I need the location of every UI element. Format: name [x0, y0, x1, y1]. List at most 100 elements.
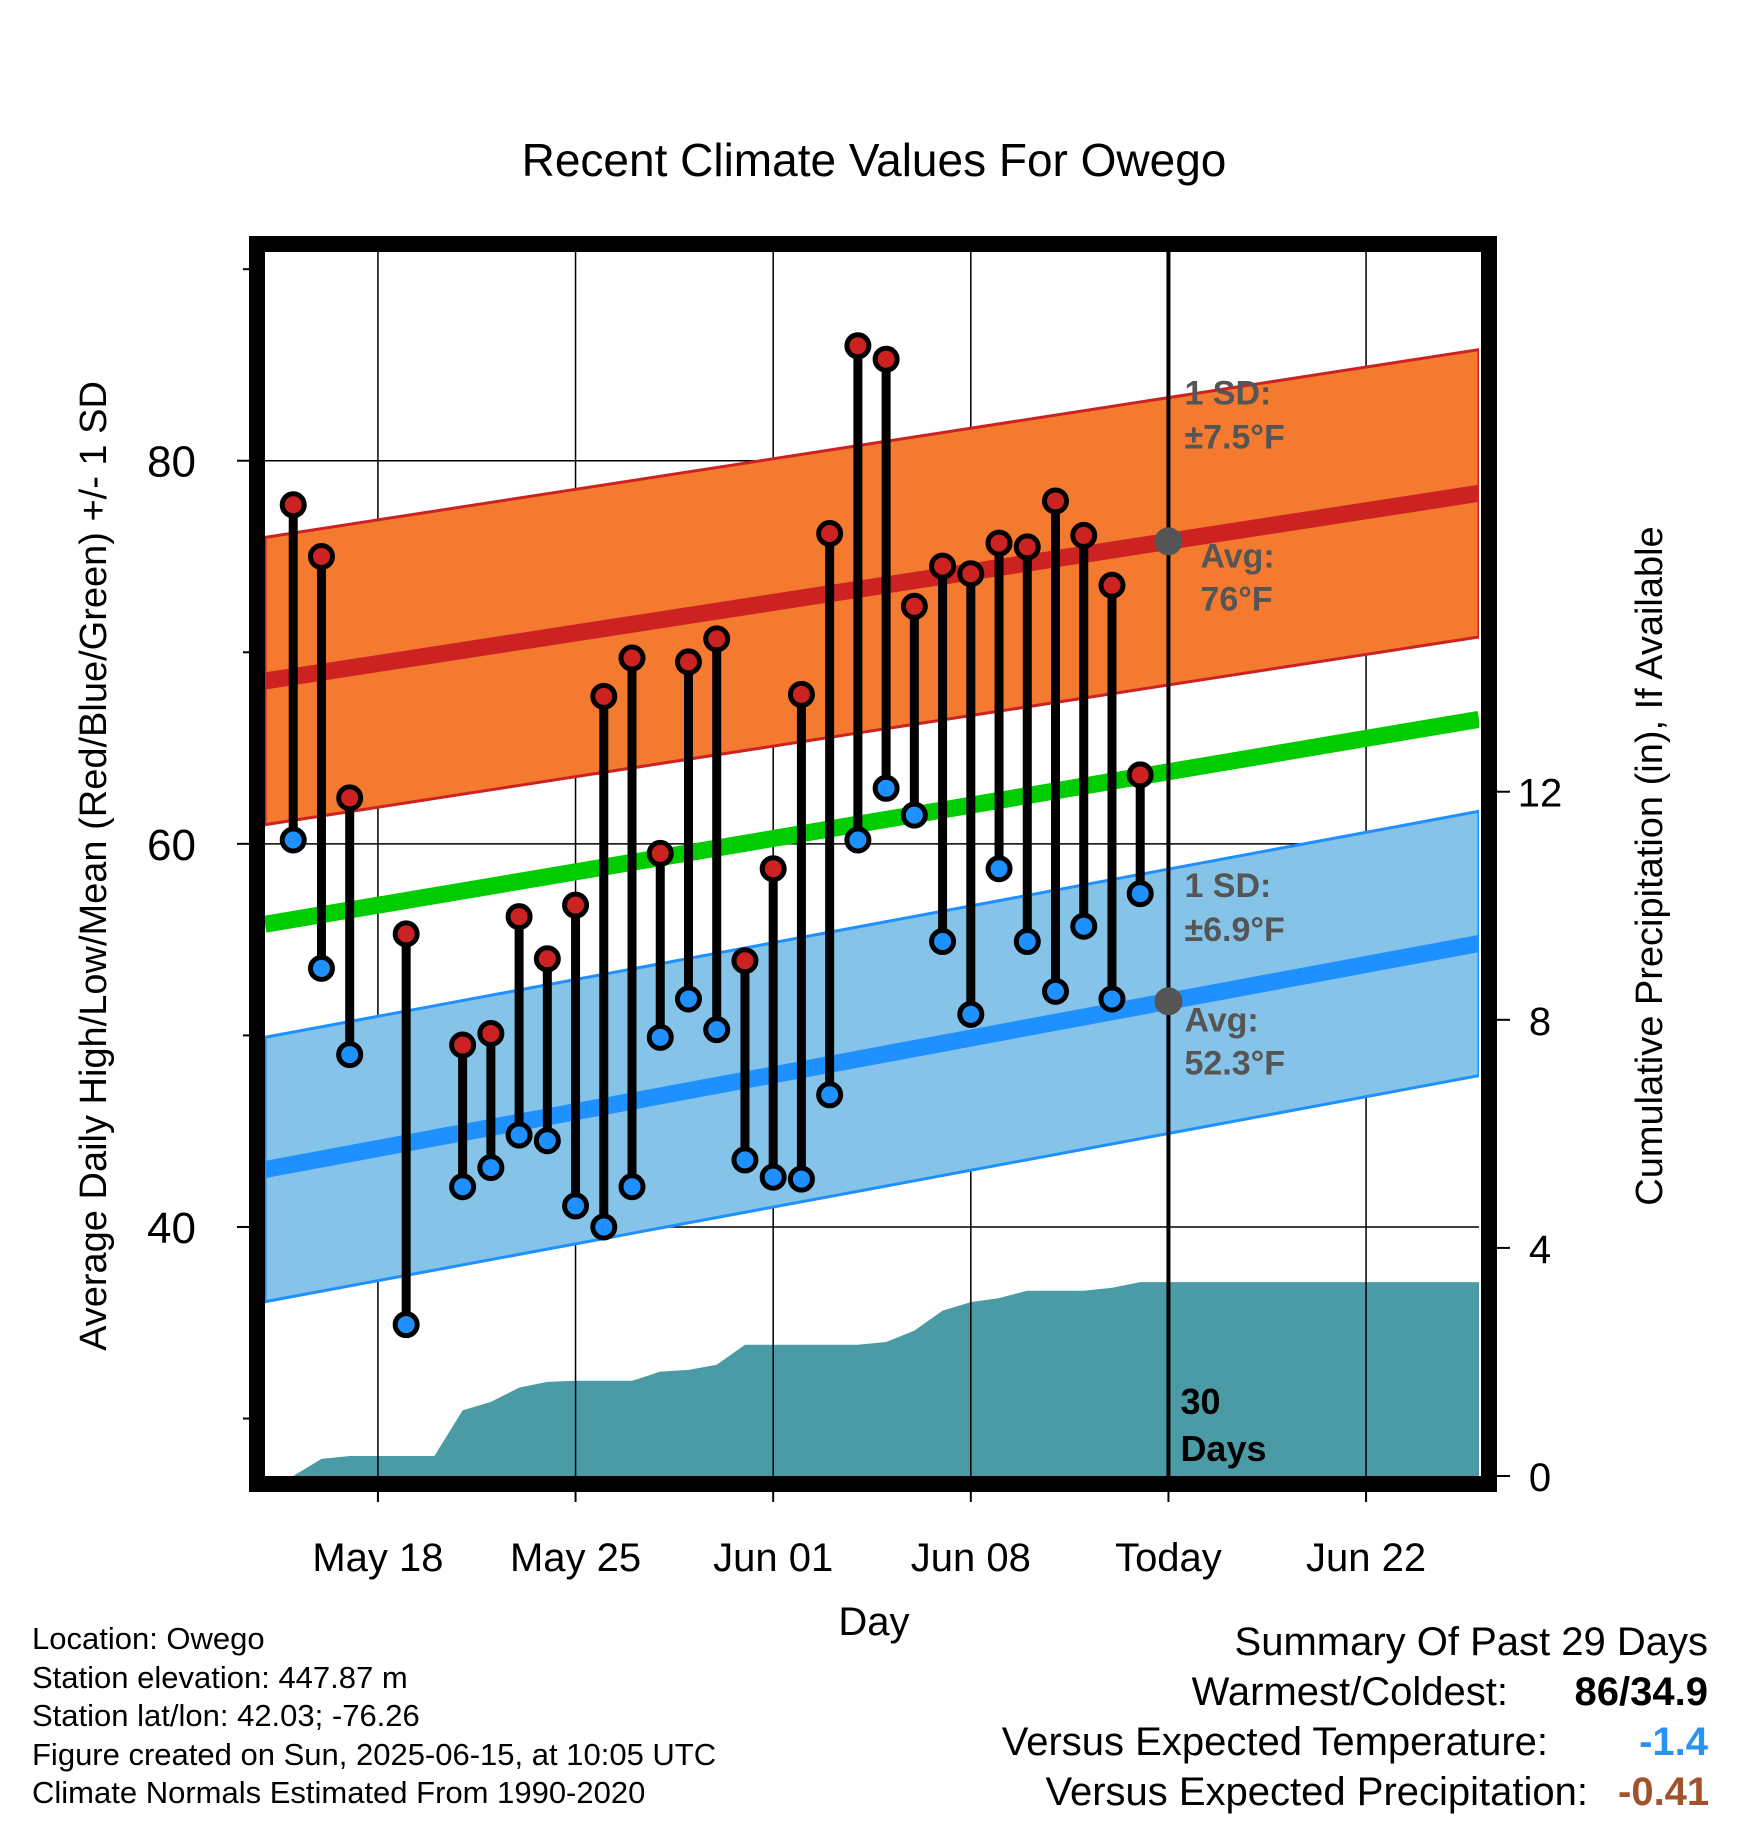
- temp-departure-value: -1.4: [1639, 1720, 1708, 1764]
- daily-low-marker: [872, 774, 900, 802]
- warm-cold-value: 86/34.9: [1538, 1670, 1708, 1715]
- daily-high-marker: [505, 903, 533, 931]
- daily-high-marker: [731, 947, 759, 975]
- x-tick-label: May 25: [510, 1536, 641, 1580]
- today-days-label: 30: [1180, 1381, 1220, 1422]
- normals-text: Climate Normals Estimated From 1990-2020: [32, 1775, 646, 1810]
- daily-low-marker: [449, 1173, 477, 1201]
- daily-low-marker: [674, 985, 702, 1013]
- daily-high-marker: [957, 560, 985, 588]
- daily-high-marker: [985, 529, 1013, 557]
- axis-tick-labels: May 18 May 25 Jun 01 Jun 08 Today Jun 2240608…: [147, 438, 1562, 1580]
- x-tick-label: Today: [1115, 1536, 1222, 1580]
- x-axis-title: Day: [838, 1600, 909, 1644]
- y-axis-title: Average Daily High/Low/Mean (Red/Blue/Gr…: [73, 381, 115, 1351]
- daily-high-marker: [590, 682, 618, 710]
- daily-low-marker: [929, 928, 957, 956]
- daily-low-marker: [844, 826, 872, 854]
- chart-title: Recent Climate Values For Owego: [522, 134, 1227, 186]
- cumulative-precipitation-area: [265, 1282, 1479, 1476]
- normal-low-line: [265, 935, 1479, 1178]
- daily-low-marker: [1098, 985, 1126, 1013]
- daily-high-marker: [1013, 533, 1041, 561]
- daily-high-marker: [1126, 761, 1154, 789]
- daily-low-marker: [590, 1213, 618, 1241]
- annotations: 1 SD: ±7.5°F Avg: 76°F 1 SD: ±6.9°F Avg: 52.3°F…: [1180, 375, 1285, 1469]
- summary-title: Summary Of Past 29 Days: [1234, 1620, 1708, 1664]
- y-tick-label: 60: [147, 821, 196, 870]
- daily-low-marker: [477, 1154, 505, 1182]
- daily-high-marker: [618, 644, 646, 672]
- daily-high-marker: [392, 920, 420, 948]
- low-avg-label: Avg:: [1184, 1001, 1258, 1039]
- daily-high-marker: [816, 520, 844, 548]
- today-high-avg-marker: [1154, 527, 1183, 556]
- daily-low-marker: [759, 1163, 787, 1191]
- daily-low-marker: [533, 1127, 561, 1155]
- location-text: Location: Owego: [32, 1621, 265, 1656]
- daily-high-marker: [872, 345, 900, 373]
- daily-high-marker: [787, 680, 815, 708]
- temp-departure-row: Versus Expected Temperature: -1.4: [888, 1720, 1708, 1770]
- daily-high-marker: [562, 891, 590, 919]
- daily-low-marker: [703, 1016, 731, 1044]
- daily-high-marker: [1070, 521, 1098, 549]
- high-sd-label: 1 SD:: [1184, 375, 1271, 413]
- daily-low-marker: [562, 1192, 590, 1220]
- precip-departure-label: Versus Expected Precipitation:: [1045, 1770, 1588, 1814]
- daily-low-marker: [957, 1000, 985, 1028]
- high-avg-label: Avg:: [1200, 537, 1274, 575]
- high-avg-value: 76°F: [1200, 580, 1272, 618]
- x-tick-label: Jun 01: [713, 1536, 833, 1580]
- elevation-text: Station elevation: 447.87 m: [32, 1659, 408, 1695]
- warm-cold-separator: /: [1619, 1670, 1631, 1714]
- daily-low-marker: [1070, 912, 1098, 940]
- daily-low-marker: [618, 1173, 646, 1201]
- daily-low-marker: [1126, 880, 1154, 908]
- daily-low-marker: [307, 954, 335, 982]
- station-info: Location: Owego Station elevation: 447.8…: [32, 1620, 716, 1813]
- warm-cold-row: Warmest/Coldest: 86/34.9: [888, 1670, 1708, 1720]
- normal-high-line: [265, 484, 1479, 690]
- daily-high-marker: [533, 945, 561, 973]
- today-days-label: Days: [1180, 1428, 1266, 1469]
- precip-departure-row: Versus Expected Precipitation: -0.41: [888, 1770, 1709, 1820]
- daily-low-marker: [731, 1146, 759, 1174]
- coldest-value: 34.9: [1630, 1670, 1708, 1714]
- daily-high-marker: [449, 1031, 477, 1059]
- low-sd-value: ±6.9°F: [1184, 911, 1284, 949]
- y-tick-label: 80: [147, 438, 196, 487]
- plot-frame: [249, 236, 1497, 1492]
- warmest-value: 86: [1574, 1670, 1620, 1714]
- daily-high-marker: [646, 839, 674, 867]
- daily-low-marker: [279, 826, 307, 854]
- daily-low-marker: [787, 1165, 815, 1193]
- low-avg-value: 52.3°F: [1184, 1044, 1285, 1082]
- y2-tick-label: 12: [1518, 772, 1563, 816]
- daily-markers: [279, 332, 1183, 1339]
- y2-tick-label: 0: [1529, 1456, 1551, 1500]
- daily-high-marker: [703, 625, 731, 653]
- low-sd-label: 1 SD:: [1184, 867, 1271, 905]
- daily-high-marker: [844, 332, 872, 360]
- daily-high-marker: [900, 592, 928, 620]
- daily-low-marker: [900, 801, 928, 829]
- daily-low-marker: [1042, 977, 1070, 1005]
- daily-high-marker: [759, 855, 787, 883]
- y2-tick-label: 4: [1529, 1228, 1551, 1272]
- daily-low-marker: [646, 1023, 674, 1051]
- daily-high-marker: [1042, 487, 1070, 515]
- daily-low-marker: [392, 1311, 420, 1339]
- latlon-text: Station lat/lon: 42.03; -76.26: [32, 1698, 420, 1733]
- daily-high-marker: [336, 784, 364, 812]
- daily-low-marker: [505, 1121, 533, 1149]
- x-tick-label: Jun 22: [1306, 1536, 1426, 1580]
- daily-high-marker: [674, 648, 702, 676]
- daily-high-marker: [279, 491, 307, 519]
- daily-low-marker: [1013, 928, 1041, 956]
- daily-low-marker: [816, 1081, 844, 1109]
- summary-panel: Summary Of Past 29 Days Warmest/Coldest:…: [888, 1620, 1709, 1820]
- axis-ticks: [237, 268, 1510, 1502]
- daily-high-marker: [477, 1019, 505, 1047]
